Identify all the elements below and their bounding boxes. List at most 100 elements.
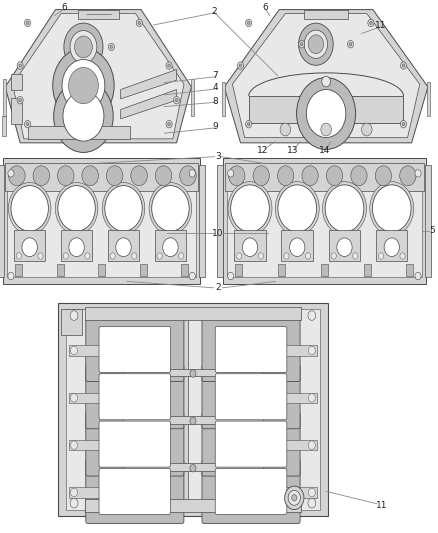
Circle shape [70, 498, 78, 508]
Circle shape [162, 238, 178, 256]
Text: 8: 8 [212, 97, 218, 106]
Circle shape [11, 185, 48, 231]
Circle shape [384, 238, 399, 256]
Circle shape [231, 185, 269, 232]
Circle shape [246, 19, 252, 27]
Circle shape [19, 99, 21, 102]
Ellipse shape [106, 166, 123, 185]
FancyBboxPatch shape [202, 318, 300, 382]
Circle shape [64, 23, 103, 71]
Bar [2, 116, 6, 136]
Text: 10: 10 [212, 229, 224, 238]
Bar [226, 165, 422, 277]
Circle shape [297, 78, 356, 149]
FancyBboxPatch shape [86, 318, 184, 382]
Circle shape [308, 393, 315, 402]
Circle shape [370, 182, 414, 235]
Ellipse shape [9, 166, 25, 185]
Bar [69, 487, 106, 498]
Polygon shape [249, 96, 403, 123]
Bar [139, 263, 146, 276]
Circle shape [71, 441, 78, 449]
Circle shape [370, 21, 372, 25]
Bar [5, 163, 198, 191]
Circle shape [299, 23, 333, 66]
Polygon shape [5, 10, 191, 143]
Circle shape [26, 123, 29, 126]
Circle shape [325, 185, 364, 232]
FancyBboxPatch shape [202, 412, 300, 476]
Bar [279, 440, 317, 450]
Circle shape [258, 253, 263, 259]
Text: 6: 6 [61, 4, 67, 12]
Bar [281, 230, 313, 261]
FancyBboxPatch shape [99, 469, 171, 514]
Ellipse shape [375, 166, 392, 185]
Circle shape [361, 123, 372, 136]
Bar [3, 158, 200, 284]
Circle shape [157, 253, 162, 259]
Circle shape [102, 182, 145, 235]
Circle shape [280, 123, 290, 136]
Bar [234, 230, 266, 261]
Circle shape [16, 253, 21, 259]
Circle shape [308, 488, 315, 497]
Circle shape [285, 486, 304, 510]
Circle shape [378, 253, 384, 259]
Circle shape [25, 19, 31, 27]
Ellipse shape [400, 166, 416, 185]
Circle shape [402, 64, 405, 67]
Circle shape [168, 123, 170, 126]
Circle shape [70, 30, 97, 63]
Circle shape [306, 90, 346, 138]
Circle shape [308, 498, 316, 508]
Circle shape [242, 238, 258, 256]
Bar [191, 79, 194, 116]
Text: 11: 11 [375, 21, 387, 30]
Text: 4: 4 [212, 84, 218, 92]
Circle shape [347, 41, 353, 48]
Polygon shape [121, 90, 177, 119]
Circle shape [189, 272, 195, 280]
FancyBboxPatch shape [215, 326, 287, 373]
Circle shape [292, 495, 297, 501]
Bar [123, 463, 263, 471]
Circle shape [152, 185, 189, 231]
FancyBboxPatch shape [99, 374, 171, 420]
Bar [85, 499, 301, 512]
Circle shape [304, 30, 328, 59]
Circle shape [189, 169, 195, 177]
Bar [364, 263, 371, 276]
Circle shape [22, 238, 37, 256]
Bar [58, 303, 328, 516]
Text: 13: 13 [287, 146, 298, 155]
Circle shape [284, 253, 289, 259]
Bar [155, 230, 186, 261]
Circle shape [71, 393, 78, 402]
Text: 9: 9 [212, 123, 218, 131]
Circle shape [322, 182, 367, 235]
Bar [181, 311, 188, 507]
Bar [123, 416, 263, 424]
FancyBboxPatch shape [86, 459, 184, 523]
Bar [61, 230, 92, 261]
Bar [66, 309, 320, 510]
Bar [14, 230, 46, 261]
Bar [85, 307, 301, 320]
Bar [217, 165, 223, 277]
Bar [108, 230, 139, 261]
FancyBboxPatch shape [215, 374, 287, 420]
Circle shape [53, 80, 113, 152]
Bar [7, 165, 196, 277]
Circle shape [63, 253, 68, 259]
Circle shape [402, 123, 405, 126]
Polygon shape [233, 13, 420, 138]
Circle shape [168, 64, 170, 67]
FancyBboxPatch shape [202, 365, 300, 429]
Circle shape [173, 96, 180, 104]
Circle shape [26, 21, 29, 25]
Text: 11: 11 [376, 502, 388, 510]
Circle shape [246, 120, 252, 128]
Bar [328, 230, 360, 261]
Circle shape [108, 43, 114, 51]
